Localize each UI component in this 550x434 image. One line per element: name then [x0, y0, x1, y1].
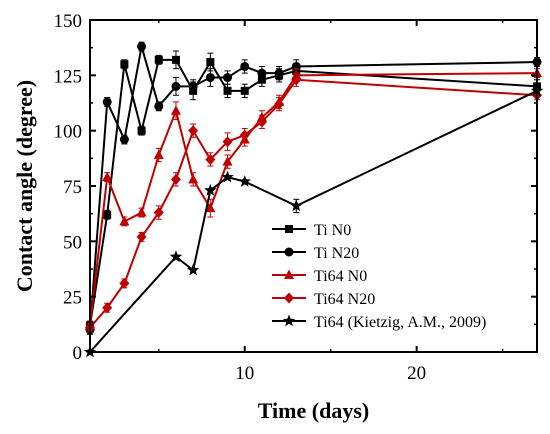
data-point — [170, 105, 181, 115]
data-point — [222, 136, 233, 148]
y-tick-label: 125 — [54, 66, 83, 87]
y-axis-title: Contact angle (degree) — [12, 80, 37, 292]
axes: 0 25 50 75 100 125 150 10 20 — [54, 11, 537, 384]
data-point — [240, 86, 249, 95]
legend-marker — [282, 314, 296, 327]
series-2 — [85, 41, 542, 335]
data-point — [137, 42, 147, 52]
data-point — [154, 55, 163, 64]
data-point — [119, 215, 130, 226]
legend-marker — [285, 225, 293, 233]
series-line — [89, 78, 538, 329]
data-point — [205, 202, 216, 213]
legend: Ti N0 Ti N20 Ti64 N0 Ti64 N20 Ti64 (Kietzig,… — [272, 222, 486, 331]
x-axis-title: Time (days) — [258, 398, 369, 423]
data-point — [257, 68, 267, 78]
data-point — [102, 302, 113, 314]
data-point — [291, 74, 302, 86]
y-tick-label: 100 — [54, 122, 83, 143]
series-line — [89, 46, 538, 330]
data-point — [240, 61, 250, 71]
data-point — [222, 156, 233, 166]
data-point — [136, 231, 147, 243]
data-point — [274, 68, 284, 78]
y-tick-label: 150 — [54, 11, 83, 32]
data-point — [169, 250, 183, 263]
data-point — [103, 210, 112, 219]
legend-label: Ti N20 — [314, 245, 359, 262]
data-point — [119, 135, 129, 145]
y-tick-label: 75 — [63, 177, 82, 198]
legend-item-5: Ti64 (Kietzig, A.M., 2009) — [272, 314, 486, 331]
legend-marker — [284, 292, 294, 304]
data-point — [223, 73, 233, 83]
data-point — [239, 129, 250, 141]
data-point — [221, 170, 234, 183]
legend-item-4: Ti64 N20 — [272, 291, 375, 308]
y-tick-label: 25 — [63, 288, 82, 309]
data-point — [154, 101, 164, 111]
legend-marker — [284, 269, 294, 279]
legend-label: Ti64 N20 — [314, 291, 375, 308]
data-point — [274, 98, 285, 110]
series-4 — [85, 72, 542, 334]
data-point — [119, 277, 130, 289]
data-point — [153, 149, 164, 160]
legend-marker — [284, 247, 294, 257]
data-point — [136, 207, 147, 217]
legend-label: Ti64 N0 — [314, 268, 367, 285]
data-point — [120, 60, 129, 69]
data-point — [102, 97, 112, 107]
y-tick-label: 50 — [63, 232, 82, 253]
data-point — [290, 199, 303, 212]
data-point — [205, 73, 215, 83]
x-tick-label: 10 — [235, 363, 254, 384]
series-layer — [83, 41, 544, 358]
data-point — [153, 207, 164, 219]
data-point — [137, 126, 146, 135]
data-point — [204, 183, 217, 196]
data-point — [102, 171, 113, 182]
y-tick-label: 0 — [73, 343, 83, 364]
legend-item-3: Ti64 N0 — [272, 268, 367, 285]
data-point — [171, 81, 181, 91]
legend-item-1: Ti N0 — [272, 222, 351, 239]
data-point — [206, 58, 215, 67]
data-point — [256, 116, 267, 128]
data-point — [205, 153, 216, 165]
data-point — [188, 173, 199, 184]
series-3 — [85, 67, 542, 331]
legend-label: Ti N0 — [314, 222, 351, 239]
data-point — [223, 86, 232, 95]
data-point — [238, 175, 251, 187]
legend-label: Ti64 (Kietzig, A.M., 2009) — [314, 314, 486, 331]
data-point — [188, 81, 198, 91]
data-point — [188, 125, 199, 137]
data-point — [171, 55, 180, 64]
data-point — [170, 173, 181, 185]
legend-item-2: Ti N20 — [272, 245, 359, 262]
x-tick-label: 20 — [407, 363, 426, 384]
data-point — [186, 263, 200, 276]
